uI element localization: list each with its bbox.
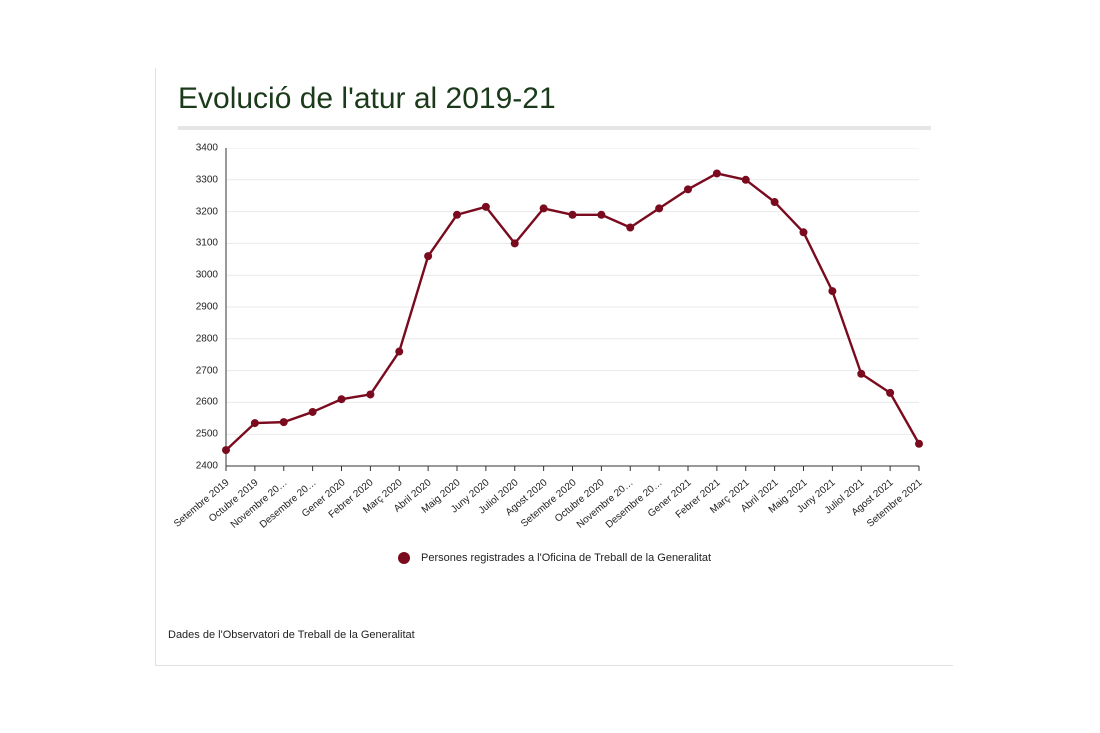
chart-legend: Persones registrades a l'Oficina de Treb… bbox=[156, 552, 953, 564]
y-tick-label: 3300 bbox=[168, 174, 218, 185]
y-tick-label: 2600 bbox=[168, 397, 218, 408]
y-tick-label: 3200 bbox=[168, 206, 218, 217]
y-tick-label: 2900 bbox=[168, 302, 218, 313]
title-rule bbox=[178, 126, 931, 130]
chart-card: Evolució de l'atur al 2019-21 2400 2500 26… bbox=[155, 68, 953, 666]
y-tick-label: 3400 bbox=[168, 143, 218, 154]
y-tick-label: 2400 bbox=[168, 461, 218, 472]
chart-title: Evolució de l'atur al 2019-21 bbox=[156, 68, 953, 126]
chart-plot bbox=[156, 148, 939, 476]
chart-footnote: Dades de l'Observatori de Treball de la … bbox=[168, 629, 415, 641]
y-tick-label: 3000 bbox=[168, 270, 218, 281]
y-tick-label: 3100 bbox=[168, 238, 218, 249]
legend-label: Persones registrades a l'Oficina de Treb… bbox=[421, 552, 711, 564]
y-tick-label: 2800 bbox=[168, 333, 218, 344]
legend-marker-icon bbox=[398, 552, 410, 564]
chart-area: 2400 2500 2600 2700 2800 2900 3000 3100 3200 3300… bbox=[156, 148, 953, 558]
y-tick-label: 2700 bbox=[168, 365, 218, 376]
y-tick-label: 2500 bbox=[168, 429, 218, 440]
